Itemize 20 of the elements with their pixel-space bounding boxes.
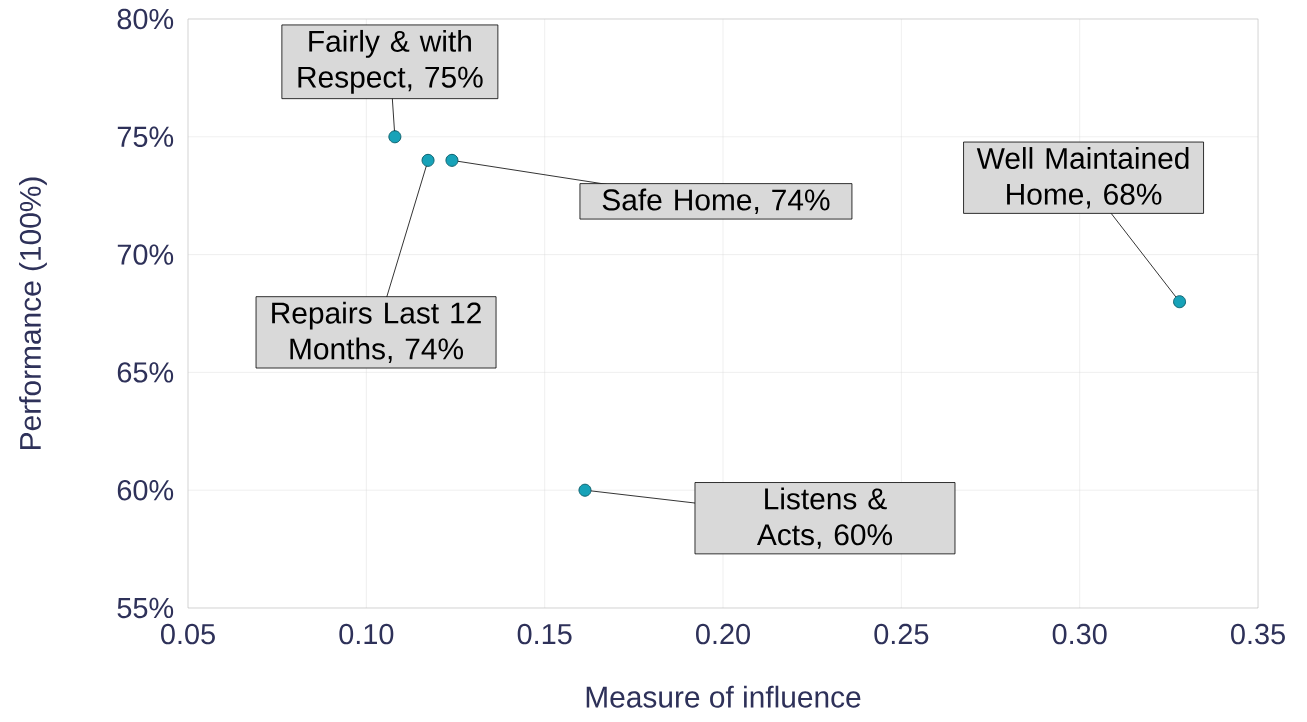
x-tick-label: 0.25 — [874, 623, 929, 645]
y-tick-label: 75% — [117, 126, 174, 147]
annotation: Well Maintained Home, 68% — [976, 147, 1189, 209]
x-tick-label: 0.35 — [1231, 623, 1285, 645]
y-axis-title: Performance (100%) — [19, 177, 47, 449]
x-tick-label: 0.10 — [339, 623, 394, 645]
x-tick-label: 0.20 — [696, 623, 750, 645]
annotation: Fairly & with Respect, 75% — [298, 29, 483, 94]
annotation: Repairs Last 12 Months, 74% — [272, 301, 481, 364]
y-tick-label: 80% — [117, 8, 174, 30]
annotation: Safe Home, 74% — [602, 188, 830, 215]
x-tick-label: 0.30 — [1052, 623, 1107, 645]
annotation: Listens & Acts, 60% — [756, 487, 893, 549]
y-tick-label: 65% — [117, 362, 174, 383]
x-tick-label: 0.05 — [161, 623, 215, 645]
y-tick-label: 55% — [117, 597, 174, 619]
x-tick-label: 0.15 — [517, 623, 572, 645]
y-tick-label: 70% — [117, 244, 174, 265]
y-tick-label: 60% — [117, 479, 174, 501]
x-axis-title: Measure of influence — [586, 685, 861, 708]
